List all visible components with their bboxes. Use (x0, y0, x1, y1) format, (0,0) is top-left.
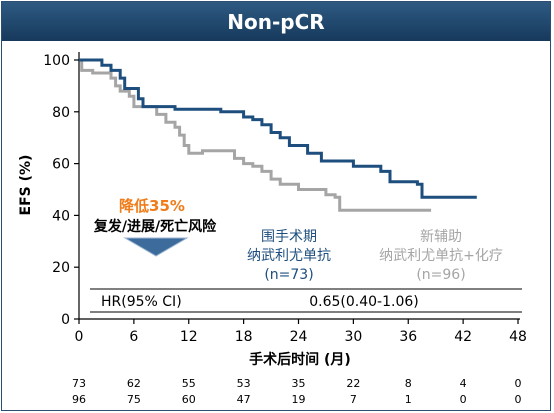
y-tick-label: 100 (43, 53, 70, 69)
x-tick-label: 42 (454, 329, 472, 345)
y-tick-label: 40 (52, 208, 70, 224)
risk-count-neo: 35 (292, 377, 306, 390)
x-axis-label: 手术后时间 (月) (249, 351, 351, 368)
x-tick-label: 24 (290, 329, 308, 345)
risk-count-adj: 47 (237, 393, 251, 406)
x-tick-label: 48 (509, 329, 527, 345)
risk-count-neo: 53 (237, 377, 251, 390)
risk-count-neo: 4 (460, 377, 467, 390)
risk-count-neo: 73 (72, 377, 86, 390)
hr-value: 0.65(0.40-1.06) (309, 294, 419, 310)
x-tick-label: 6 (129, 329, 138, 345)
series-label-line: 纳武利尤单抗+化疗 (379, 248, 503, 264)
risk-count-neo: 62 (127, 377, 141, 390)
y-tick-label: 60 (52, 157, 70, 173)
x-tick-label: 36 (399, 329, 417, 345)
risk-count-adj: 60 (182, 393, 196, 406)
chart-title: Non-pCR (2, 2, 550, 41)
risk-text: 复发/进展/死亡风险 (93, 218, 217, 235)
series-line-perioperative (79, 58, 477, 199)
risk-count-neo: 55 (182, 377, 196, 390)
y-tick-label: 80 (52, 105, 70, 121)
risk-count-adj: 96 (72, 393, 86, 406)
risk-count-neo: 8 (405, 377, 412, 390)
reduction-text: 降低35% (119, 197, 185, 215)
y-tick-label: 20 (52, 260, 70, 276)
risk-count-adj: 1 (405, 393, 412, 406)
risk-count-neo: 0 (515, 377, 522, 390)
series-label-line: 纳武利尤单抗 (247, 248, 331, 264)
series-label-line: 新辅助 (420, 229, 462, 245)
y-tick-label: 0 (61, 312, 70, 328)
series-label-line: (n=96) (416, 267, 465, 283)
x-tick-label: 30 (344, 329, 362, 345)
risk-count-adj: 7 (350, 393, 357, 406)
y-axis-label: EFS (%) (18, 155, 34, 216)
hr-label: HR(95% CI) (101, 294, 182, 310)
risk-count-adj: 19 (292, 393, 306, 406)
risk-count-adj: 75 (127, 393, 141, 406)
x-tick-label: 18 (235, 329, 253, 345)
x-tick-label: 12 (180, 329, 198, 345)
series-label-line: 围手术期 (261, 229, 317, 245)
risk-count-adj: 0 (515, 393, 522, 406)
risk-count-adj: 0 (460, 393, 467, 406)
series-label-line: (n=73) (264, 267, 313, 283)
risk-count-neo: 22 (346, 377, 360, 390)
x-tick-label: 0 (75, 329, 84, 345)
series-line-neoadjuvant-chemo (79, 58, 432, 212)
reduction-arrow (123, 237, 189, 257)
